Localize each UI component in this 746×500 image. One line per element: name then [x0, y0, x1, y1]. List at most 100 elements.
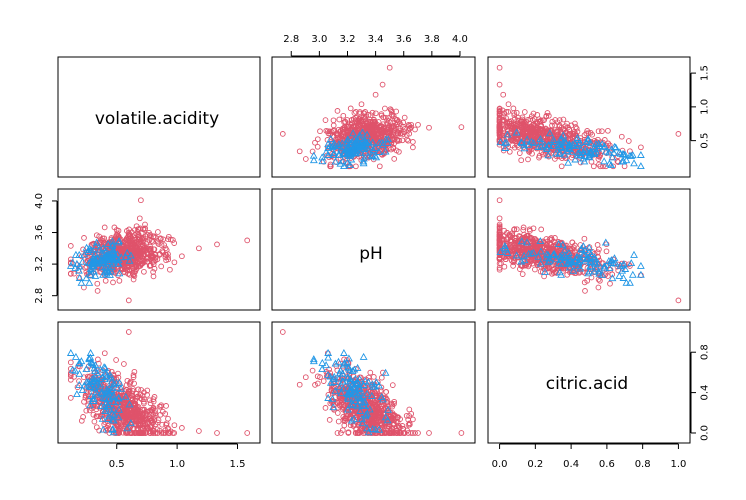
data-point — [326, 141, 335, 149]
data-point — [386, 64, 393, 71]
data-point — [397, 131, 403, 137]
data-point — [85, 393, 92, 400]
data-point — [502, 138, 511, 146]
volatile-acidity-bottom-tick-label: 0.5 — [109, 459, 125, 470]
data-point — [603, 248, 610, 255]
data-point — [359, 428, 365, 435]
data-point — [499, 253, 506, 259]
data-point — [94, 413, 101, 420]
data-point — [78, 417, 85, 424]
data-point — [375, 147, 383, 155]
data-point — [382, 105, 388, 112]
data-point — [353, 147, 362, 155]
data-point — [66, 348, 75, 356]
data-point — [517, 266, 523, 272]
data-point — [496, 129, 503, 136]
data-point — [99, 393, 107, 401]
data-point — [378, 141, 387, 149]
data-point — [196, 245, 202, 252]
ph-left-tick-label: 3.2 — [34, 256, 45, 272]
citric-acid-bottom-tick-label: 0.8 — [635, 459, 651, 470]
data-point — [545, 256, 554, 264]
data-point — [372, 153, 381, 161]
data-point — [366, 136, 372, 142]
data-point — [389, 382, 396, 388]
data-point — [403, 412, 410, 419]
data-point — [395, 130, 401, 137]
data-point — [569, 266, 578, 274]
data-point — [165, 254, 171, 260]
data-point — [279, 131, 286, 137]
data-point — [545, 112, 552, 119]
data-point — [353, 377, 362, 385]
data-point — [458, 124, 465, 130]
data-point — [381, 368, 390, 376]
data-point — [123, 424, 132, 432]
data-point — [415, 121, 421, 128]
data-point — [335, 132, 341, 139]
ph-top-tick-label: 3.4 — [368, 34, 384, 45]
data-point — [83, 407, 90, 414]
data-point — [109, 247, 118, 255]
data-point — [610, 142, 619, 150]
data-point — [78, 386, 87, 394]
data-point — [102, 369, 111, 377]
data-point — [146, 237, 153, 243]
data-point — [86, 270, 95, 278]
data-point — [346, 365, 354, 373]
data-point — [102, 398, 111, 406]
data-point — [364, 138, 373, 146]
data-point — [115, 378, 124, 386]
data-point — [375, 406, 381, 412]
data-point — [352, 430, 359, 436]
data-point — [152, 410, 159, 417]
data-point — [558, 163, 565, 170]
data-point — [517, 138, 526, 146]
data-point — [536, 259, 545, 267]
data-point — [67, 373, 74, 379]
data-point — [622, 156, 631, 164]
data-point — [344, 395, 353, 403]
data-point — [138, 197, 144, 204]
data-point — [638, 144, 644, 151]
data-point — [159, 408, 166, 415]
data-point — [179, 425, 185, 431]
data-point — [520, 256, 529, 264]
data-point — [91, 418, 98, 425]
data-point — [496, 247, 505, 255]
data-point — [102, 269, 111, 277]
data-point — [568, 268, 575, 275]
data-point — [516, 150, 523, 156]
data-point — [94, 288, 101, 294]
data-point — [571, 155, 580, 163]
data-point — [594, 249, 601, 256]
data-point — [141, 268, 147, 275]
data-point — [496, 237, 503, 244]
data-point — [605, 159, 614, 167]
data-point — [572, 124, 579, 130]
data-point — [350, 365, 359, 373]
citric-acid-bottom-tick-label: 0.6 — [599, 459, 615, 470]
data-point — [536, 135, 545, 143]
data-point — [279, 329, 286, 335]
data-point — [147, 400, 154, 407]
data-point — [406, 406, 413, 413]
data-point — [318, 157, 327, 165]
data-point — [347, 386, 356, 394]
data-point — [126, 251, 135, 259]
data-point — [371, 415, 378, 422]
data-point — [377, 123, 383, 129]
data-point — [621, 163, 628, 170]
data-point — [410, 416, 416, 423]
data-point — [126, 419, 135, 427]
data-point — [80, 414, 86, 420]
data-point — [348, 366, 357, 375]
data-point — [496, 126, 503, 133]
data-point — [84, 245, 93, 253]
data-point — [147, 428, 154, 435]
data-point — [161, 430, 168, 436]
data-point — [496, 138, 505, 146]
data-point — [347, 105, 354, 112]
data-point — [122, 266, 129, 273]
data-point — [512, 132, 519, 139]
